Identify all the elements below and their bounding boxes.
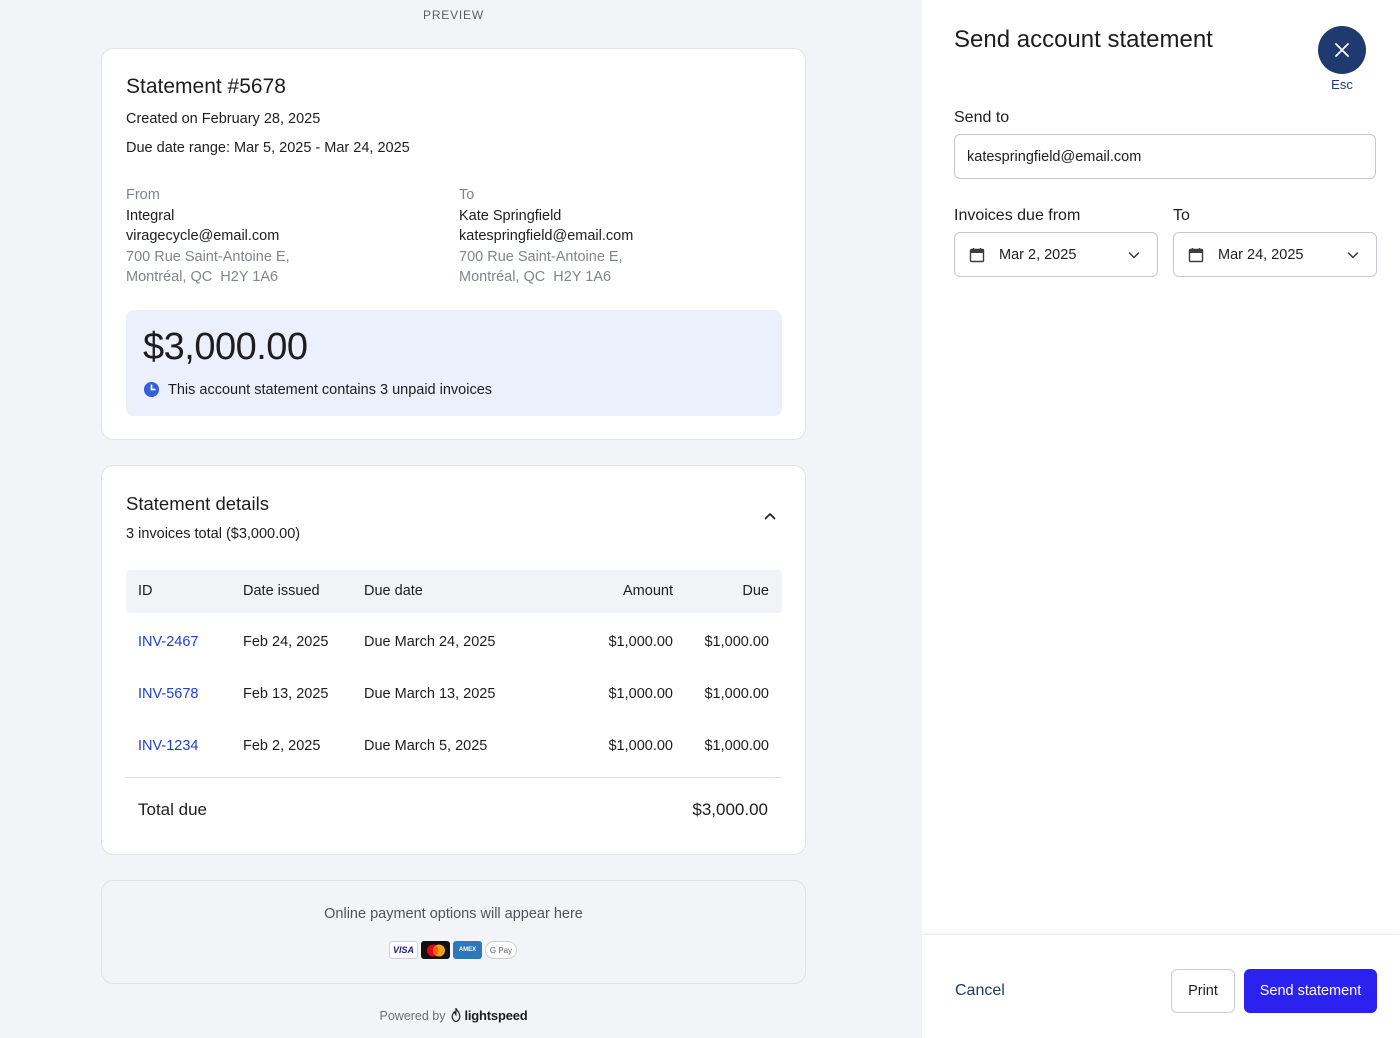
amount-summary-box: $3,000.00 This account statement contain… [126, 310, 782, 416]
invoice-due-amount: $1,000.00 [704, 634, 769, 650]
to-address-line2: Montréal, QC H2Y 1A6 [459, 269, 612, 285]
column-amount: Amount [623, 583, 673, 599]
column-due-date: Due date [364, 583, 423, 599]
send-to-label: Send to [954, 109, 1010, 126]
invoices-due-from-label: Invoices due from [954, 207, 1081, 224]
statement-preview: PREVIEW Statement #5678 Created on Febru… [0, 8, 907, 1023]
chevron-down-icon [1128, 252, 1140, 259]
to-name: Kate Springfield [459, 207, 562, 224]
total-due-label: Total due [138, 800, 207, 819]
invoice-id-link[interactable]: INV-2467 [138, 634, 199, 650]
from-heading: From [126, 187, 160, 203]
to-address-line1: 700 Rue Saint-Antoine E, [459, 248, 623, 265]
payment-options-text: Online payment options will appear here [324, 906, 583, 922]
to-email: katespringfield@email.com [459, 228, 634, 244]
from-block: From Integral viragecycle@email.com 700 … [126, 185, 290, 288]
details-subtitle: 3 invoices total ($3,000.00) [126, 526, 301, 542]
google-pay-logo-icon: G Pay [485, 941, 517, 959]
from-address-line2: Montréal, QC H2Y 1A6 [126, 269, 279, 285]
mastercard-logo-icon [421, 941, 450, 959]
invoice-date-issued: Feb 24, 2025 [243, 634, 329, 650]
statement-due-range: Due date range: Mar 5, 2025 - Mar 24, 20… [126, 140, 410, 156]
column-date-issued: Date issued [243, 583, 320, 599]
invoice-due-date: Due March 24, 2025 [364, 634, 496, 650]
due-to-date-select[interactable]: Mar 24, 2025 [1173, 232, 1377, 277]
esc-hint: Esc [1331, 77, 1353, 92]
due-from-date-select[interactable]: Mar 2, 2025 [954, 232, 1158, 277]
statement-created-date: Created on February 28, 2025 [126, 111, 321, 127]
table-row: INV-5678 Feb 13, 2025 Due March 13, 2025… [126, 670, 782, 722]
close-button[interactable] [1318, 26, 1366, 74]
from-name: Integral [126, 207, 175, 224]
to-block: To Kate Springfield katespringfield@emai… [459, 185, 633, 288]
column-due: Due [742, 583, 769, 599]
statement-amount: $3,000.00 [143, 326, 308, 368]
send-statement-button[interactable]: Send statement [1244, 969, 1377, 1013]
lightspeed-flame-icon [451, 1006, 461, 1023]
statement-title: Statement #5678 [126, 75, 286, 98]
invoices-due-to-label: To [1173, 207, 1190, 224]
chevron-down-icon [1347, 252, 1359, 259]
table-divider [126, 777, 782, 778]
statement-details-card: Statement details 3 invoices total ($3,0… [101, 465, 806, 855]
panel-title: Send account statement [954, 26, 1213, 53]
lightspeed-brand: lightspeed [464, 1008, 528, 1023]
table-row: INV-1234 Feb 2, 2025 Due March 5, 2025 $… [126, 722, 782, 774]
invoice-amount: $1,000.00 [608, 738, 673, 754]
invoice-date-issued: Feb 2, 2025 [243, 738, 321, 754]
cancel-button[interactable]: Cancel [955, 982, 1005, 999]
print-button[interactable]: Print [1171, 969, 1235, 1013]
invoice-id-link[interactable]: INV-1234 [138, 738, 199, 754]
calendar-icon [1188, 248, 1204, 263]
from-address-line1: 700 Rue Saint-Antoine E, [126, 248, 290, 265]
send-to-email-input[interactable] [954, 134, 1376, 179]
unpaid-note: This account statement contains 3 unpaid… [143, 381, 492, 398]
panel-footer: Cancel Print Send statement [922, 934, 1400, 1038]
send-statement-panel: Send account statement Esc Send to Invoi… [922, 0, 1400, 1038]
clock-icon [143, 381, 160, 398]
close-icon [1335, 43, 1349, 57]
statement-summary-card: Statement #5678 Created on February 28, … [101, 48, 806, 440]
preview-label: PREVIEW [423, 8, 484, 22]
column-id: ID [138, 583, 153, 599]
invoice-due-amount: $1,000.00 [704, 738, 769, 754]
invoice-due-amount: $1,000.00 [704, 686, 769, 702]
table-row: INV-2467 Feb 24, 2025 Due March 24, 2025… [126, 618, 782, 670]
invoice-due-date: Due March 5, 2025 [364, 738, 488, 754]
details-title: Statement details [126, 493, 269, 514]
invoice-due-date: Due March 13, 2025 [364, 686, 496, 702]
invoice-table-header: ID Date issued Due date Amount Due [126, 570, 782, 613]
amex-logo-icon: AMEX [453, 941, 482, 959]
invoice-id-link[interactable]: INV-5678 [138, 686, 199, 702]
total-due-value: $3,000.00 [692, 800, 768, 819]
invoice-amount: $1,000.00 [608, 686, 673, 702]
due-from-date-value: Mar 2, 2025 [999, 247, 1077, 263]
unpaid-note-text: This account statement contains 3 unpaid… [168, 381, 493, 398]
calendar-icon [969, 248, 985, 263]
payment-options-card: Online payment options will appear here … [101, 880, 806, 984]
payment-logos: VISA AMEX G Pay [389, 941, 517, 959]
chevron-up-icon[interactable] [762, 508, 778, 524]
to-heading: To [459, 187, 475, 203]
invoice-date-issued: Feb 13, 2025 [243, 686, 329, 702]
from-email: viragecycle@email.com [126, 228, 280, 244]
due-to-date-value: Mar 24, 2025 [1218, 247, 1304, 263]
powered-by: Powered by lightspeed [0, 1006, 907, 1023]
invoice-amount: $1,000.00 [608, 634, 673, 650]
powered-by-text: Powered by [379, 1009, 446, 1023]
visa-logo-icon: VISA [389, 941, 418, 959]
